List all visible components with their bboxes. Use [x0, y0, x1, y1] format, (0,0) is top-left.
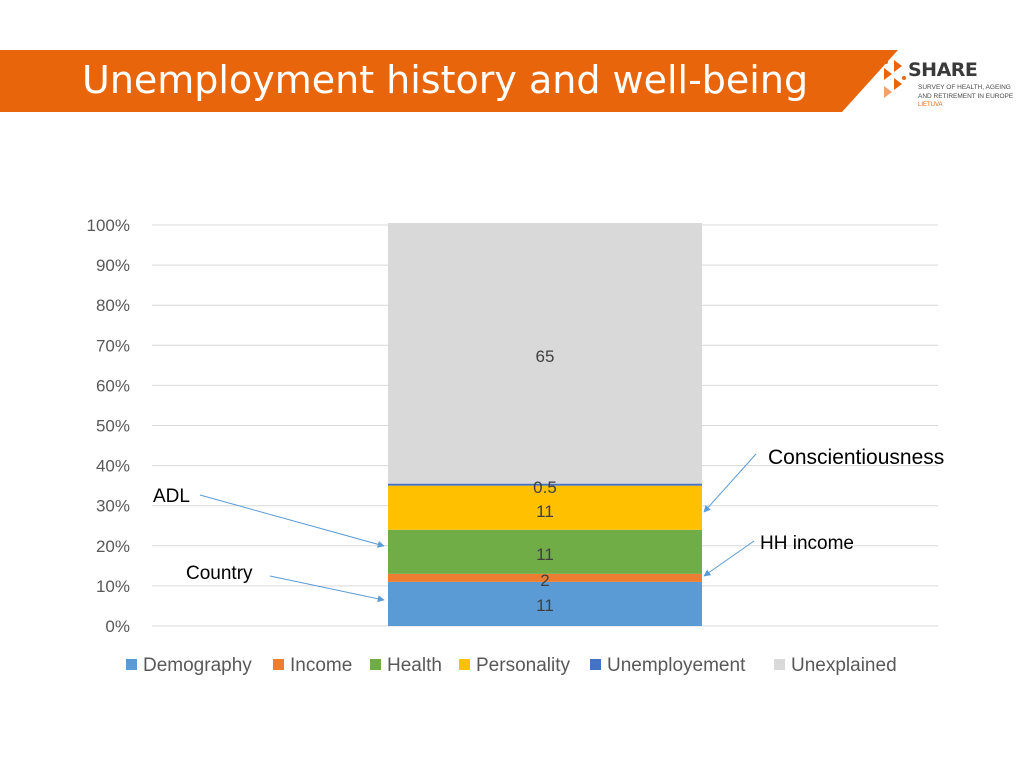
- y-tick-label-60: 60%: [96, 376, 130, 395]
- annotation-adl: ADL: [153, 486, 190, 507]
- y-tick-label-100: 100%: [87, 216, 130, 235]
- legend-label-income: Income: [290, 655, 352, 676]
- logo-name: SHARE: [908, 59, 978, 81]
- y-tick-label-20: 20%: [96, 537, 130, 556]
- legend-swatch-income: [273, 659, 284, 670]
- annotation-arrow-adl: [199, 494, 385, 548]
- data-label-income: 2: [540, 571, 549, 590]
- y-tick-label-10: 10%: [96, 577, 130, 596]
- annotation-conscientiousness: Conscientiousness: [768, 446, 944, 469]
- legend-label-personality: Personality: [476, 655, 570, 676]
- legend-swatch-unexplained: [774, 659, 785, 670]
- bar-segment-demography: [388, 581, 702, 626]
- legend-label-health: Health: [387, 655, 442, 676]
- share-logo: SHARE SURVEY OF HEALTH, AGEING AND RETIR…: [878, 50, 1024, 114]
- annotation-country: Country: [186, 563, 253, 584]
- page-title: Unemployment history and well-being: [82, 58, 809, 102]
- data-labels: 11 2 11 11 0.5 65: [533, 347, 557, 615]
- data-label-unemployement: 0.5: [533, 478, 557, 497]
- y-tick-label-90: 90%: [96, 256, 130, 275]
- annotation-arrow-hh-income: [703, 540, 755, 577]
- y-tick-label-50: 50%: [96, 417, 130, 436]
- bar-segment-unexplained: [388, 222, 702, 484]
- annotations: Country HH income ADL Conscientiousness: [153, 446, 944, 603]
- data-label-personality: 11: [536, 502, 554, 521]
- data-label-health: 11: [536, 545, 554, 564]
- bar-segment-unemployement: [388, 483, 702, 486]
- y-axis-ticks: 0% 10% 20% 30% 40% 50% 60% 70% 80% 90% 100%: [87, 216, 130, 636]
- title-bar-shape: [0, 50, 898, 112]
- annotation-arrow-country: [269, 575, 385, 603]
- y-tick-label-70: 70%: [96, 336, 130, 355]
- logo-country: LIETUVA: [918, 102, 943, 108]
- legend-swatch-personality: [459, 659, 470, 670]
- bar-segment-personality: [388, 485, 702, 530]
- share-logo-mark-icon: [884, 60, 906, 98]
- legend-swatch-demography: [126, 659, 137, 670]
- y-tick-label-30: 30%: [96, 497, 130, 516]
- annotation-hh-income: HH income: [760, 533, 854, 554]
- logo-subtitle-line-1: SURVEY OF HEALTH, AGEING: [918, 84, 1011, 91]
- legend: Demography Income Health Personality Unemplo…: [126, 655, 897, 676]
- legend-label-unexplained: Unexplained: [791, 655, 897, 676]
- title-bar: [0, 50, 898, 112]
- legend-swatch-health: [370, 659, 381, 670]
- bar-segment-health: [388, 529, 702, 574]
- y-tick-label-80: 80%: [96, 296, 130, 315]
- y-tick-label-0: 0%: [105, 617, 130, 636]
- legend-swatch-unemployement: [590, 659, 601, 670]
- annotation-arrow-conscientiousness: [703, 453, 757, 513]
- data-label-unexplained: 65: [536, 347, 555, 366]
- legend-label-demography: Demography: [143, 655, 252, 676]
- bar-segment-income: [388, 573, 702, 582]
- y-tick-label-40: 40%: [96, 457, 130, 476]
- data-label-demography: 11: [536, 596, 554, 615]
- legend-label-unemployement: Unemployement: [607, 655, 746, 676]
- logo-subtitle-line-2: AND RETIREMENT IN EUROPE: [918, 93, 1014, 100]
- bar-stack: [388, 222, 702, 626]
